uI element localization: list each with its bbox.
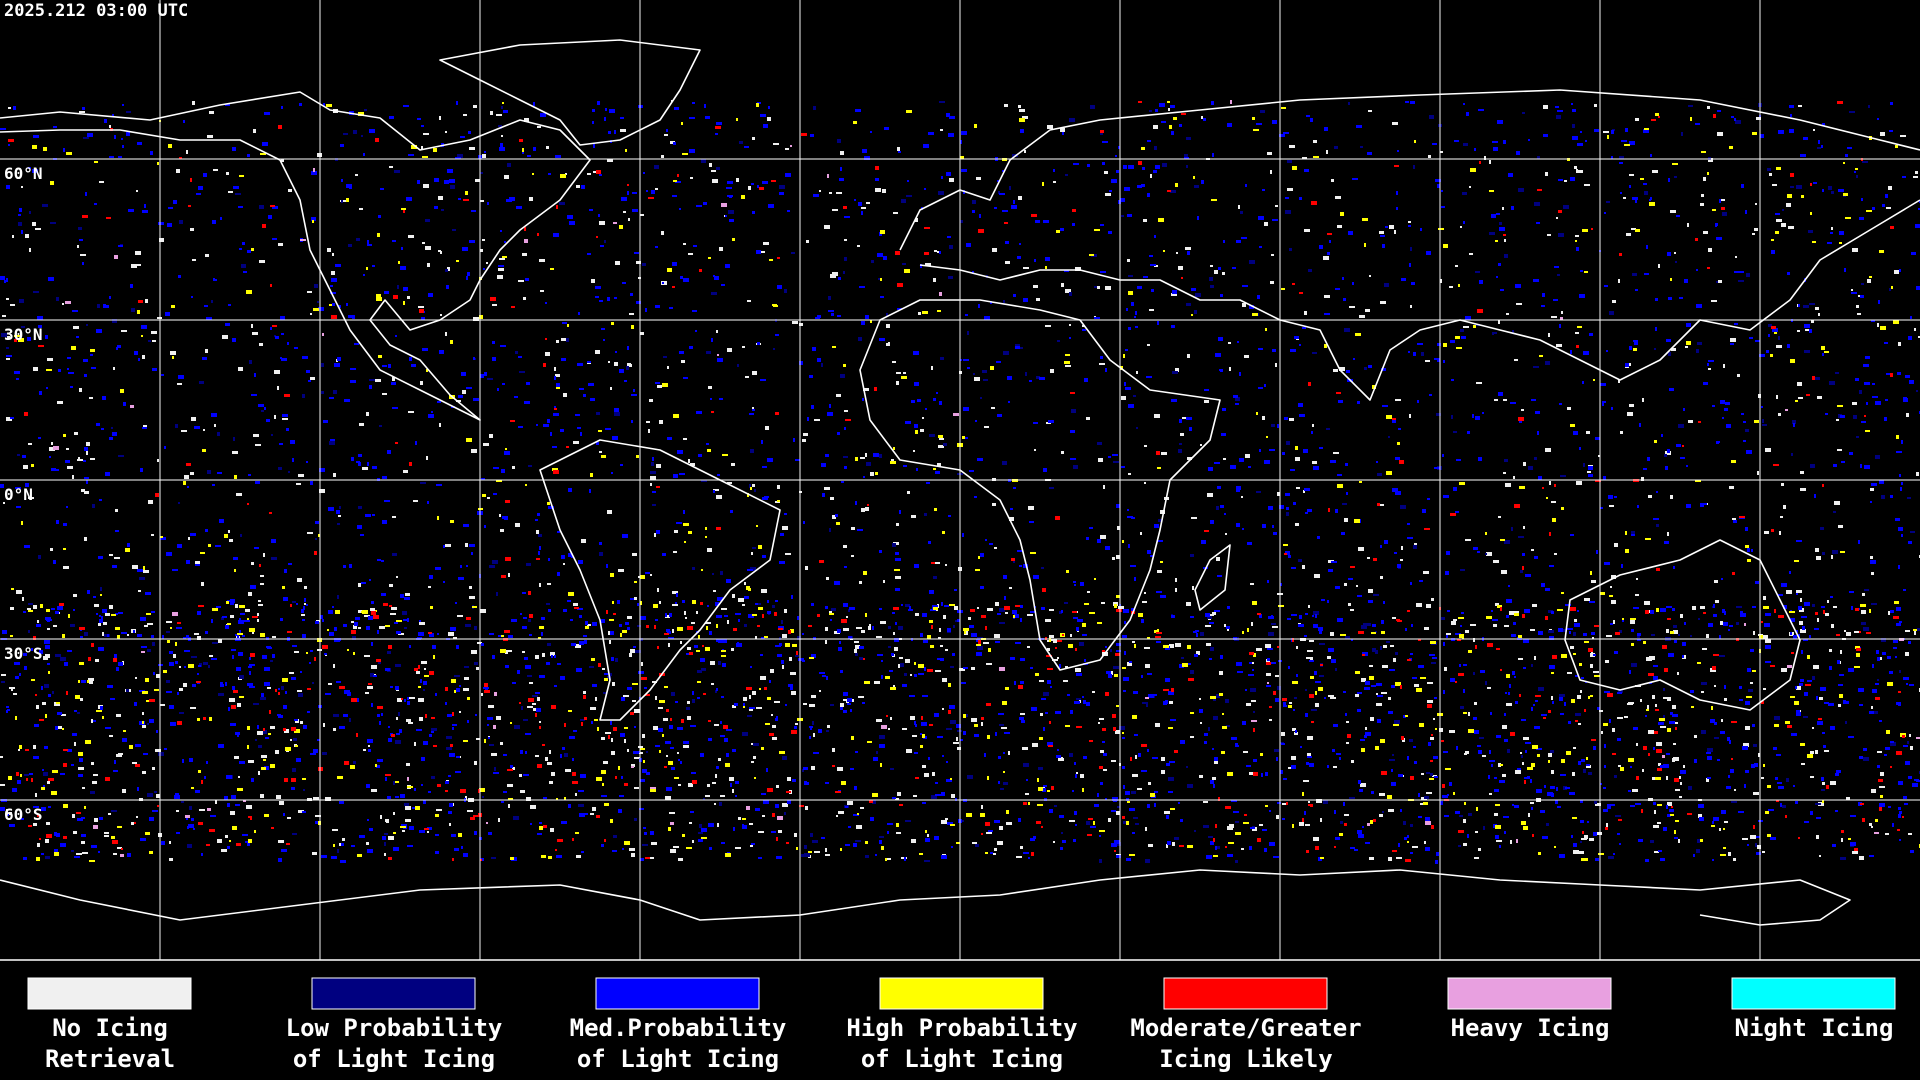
madagascar (1194, 544, 1231, 611)
legend-label: Low Probability (286, 1014, 503, 1042)
timestamp: 2025.212 03:00 UTC (4, 1, 188, 21)
latitude-label: 30°N (4, 325, 43, 344)
europe-asia (899, 89, 1920, 401)
icing-layer (0, 100, 1920, 864)
legend-swatch (311, 977, 476, 1010)
legend-label: No Icing (52, 1014, 168, 1042)
south-america (539, 439, 781, 721)
latitude-label: 0°N (4, 485, 33, 504)
north-america (0, 91, 591, 421)
latitude-label: 60°S (4, 805, 43, 824)
latitude-label: 60°N (4, 164, 43, 183)
legend-label: Heavy Icing (1451, 1014, 1610, 1042)
legend-label: Med.Probability (570, 1014, 787, 1042)
latitude-labels: 60°N 30°N 0°N 30°S 60°S (4, 164, 43, 824)
icing-pixels (0, 101, 1920, 864)
antarctica (0, 869, 1851, 926)
legend-label: High Probability (846, 1014, 1077, 1042)
legend-swatch (1163, 977, 1328, 1010)
legend: No Icing Retrieval Low Probability of Light… (27, 977, 1896, 1073)
coastlines (0, 39, 1920, 926)
legend-swatch (27, 977, 192, 1010)
legend-swatch (1447, 977, 1612, 1010)
legend-label: Night Icing (1735, 1014, 1894, 1042)
legend-swatch (595, 977, 760, 1010)
legend-label: of Light Icing (293, 1045, 495, 1073)
legend-swatch (879, 977, 1044, 1010)
legend-label: Moderate/Greater (1130, 1014, 1361, 1042)
legend-label: Retrieval (45, 1045, 175, 1073)
latitude-label: 30°S (4, 644, 43, 663)
legend-swatch (1731, 977, 1896, 1010)
graticule (0, 0, 1920, 960)
australia (1564, 539, 1801, 711)
africa (859, 299, 1221, 671)
legend-label: Icing Likely (1159, 1045, 1332, 1073)
legend-label: of Light Icing (577, 1045, 779, 1073)
legend-label: of Light Icing (861, 1045, 1063, 1073)
